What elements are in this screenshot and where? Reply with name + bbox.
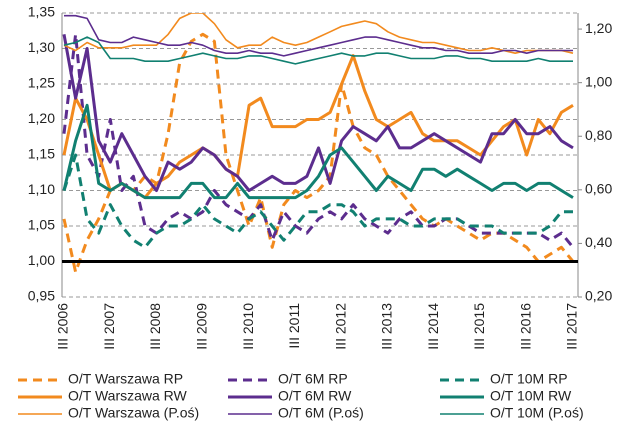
y2-tick-label: 1,20 [585, 20, 612, 36]
legend-label: O/T 10M RW [490, 388, 572, 404]
x-tick-label: III 2013 [379, 303, 395, 350]
legend-label: O/T 6M RW [278, 388, 352, 404]
x-tick-label: III 2014 [425, 303, 441, 350]
y2-tick-label: 0,80 [585, 127, 612, 143]
series-line [62, 32, 575, 274]
x-tick-label: III 2009 [194, 303, 210, 350]
y2-tick-label: 0,40 [585, 234, 612, 250]
legend-label: O/T Warszawa RP [68, 371, 183, 387]
legend-label: O/T 6M (P.oś) [278, 405, 364, 421]
x-tick-label: III 2006 [55, 303, 71, 350]
y-tick-label: 1,30 [28, 39, 55, 55]
y-tick-label: 0,95 [28, 288, 55, 304]
x-tick-label: III 2012 [332, 303, 348, 350]
series-line [62, 153, 573, 249]
x-tick-label: III 2015 [471, 303, 487, 350]
y-tick-label: 1,15 [28, 146, 55, 162]
x-tick-label: III 2010 [240, 303, 256, 350]
y-tick-label: 1,20 [28, 110, 55, 126]
y-tick-label: 1,25 [28, 75, 55, 91]
y-tick-label: 1,00 [28, 252, 55, 268]
series-line [63, 13, 574, 54]
y2-tick-label: 1,00 [585, 73, 612, 89]
legend-label: O/T 10M (P.oś) [490, 405, 584, 421]
legend-label: O/T Warszawa (P.oś) [68, 405, 199, 421]
y2-tick-label: 0,60 [585, 181, 612, 197]
plot-area [62, 13, 575, 274]
x-tick-label: III 2017 [564, 303, 580, 350]
legend-label: O/T Warszawa RW [68, 388, 188, 404]
series-line [62, 34, 574, 192]
series-line [64, 14, 573, 57]
y-tick-label: 1,35 [28, 4, 55, 20]
x-tick-label: III 2008 [147, 303, 163, 350]
y-tick-label: 1,05 [28, 217, 55, 233]
series-line [62, 103, 574, 200]
y2-tick-label: 0,20 [585, 288, 612, 304]
y-tick-label: 1,10 [28, 181, 55, 197]
x-tick-label: III 2016 [517, 303, 533, 350]
series-line [63, 36, 573, 65]
series-line [62, 32, 575, 249]
x-tick-label: III 2007 [101, 303, 117, 350]
legend-label: O/T 6M RP [278, 371, 348, 387]
x-tick-label: III 2011 [286, 303, 302, 349]
legend-label: O/T 10M RP [490, 371, 568, 387]
